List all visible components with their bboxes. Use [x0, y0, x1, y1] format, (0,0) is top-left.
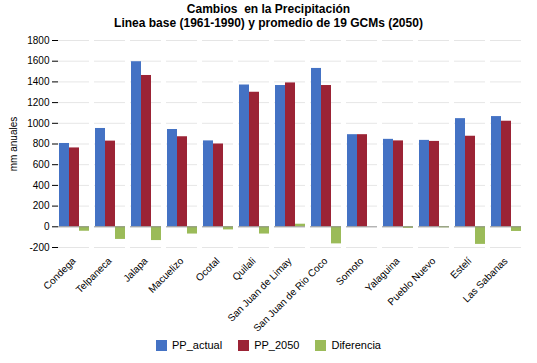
svg-text:400: 400 — [33, 180, 50, 191]
svg-text:1200: 1200 — [27, 97, 50, 108]
svg-text:-200: -200 — [29, 242, 49, 253]
html-text:Linea base (1961-1990) y prome: Linea base (1961-1990) y promedio de 19 … — [114, 16, 423, 30]
svg-text:Yalaguina: Yalaguina — [363, 255, 402, 294]
svg-text:Estelí: Estelí — [448, 255, 474, 281]
svg-text:Telpaneca: Telpaneca — [74, 255, 114, 295]
svg-text:mm anuales: mm anuales — [8, 117, 19, 171]
svg-text:Quilali: Quilali — [230, 255, 257, 282]
svg-text:1800: 1800 — [27, 35, 50, 46]
svg-text:San Juan de Rio Coco: San Juan de Rio Coco — [251, 255, 330, 334]
svg-text:1000: 1000 — [27, 118, 50, 129]
svg-text:Macuelizo: Macuelizo — [146, 255, 186, 295]
html-text:Cambios en la Precipitación: Cambios en la Precipitación — [186, 2, 351, 16]
svg-text:0: 0 — [44, 221, 50, 232]
svg-text:Las Sabanas: Las Sabanas — [461, 255, 510, 304]
svg-text:1600: 1600 — [27, 55, 50, 66]
svg-text:1400: 1400 — [27, 76, 50, 87]
html-text:Diferencia: Diferencia — [331, 339, 381, 351]
svg-text:Jalapa: Jalapa — [121, 255, 150, 284]
svg-text:Pueblo Nuevo: Pueblo Nuevo — [385, 255, 438, 308]
html-text:PP_2050: PP_2050 — [254, 339, 300, 351]
svg-text:Condega: Condega — [41, 255, 78, 292]
svg-text:Ocotal: Ocotal — [193, 255, 221, 283]
svg-text:800: 800 — [33, 138, 50, 149]
svg-text:Somoto: Somoto — [334, 255, 366, 287]
svg-text:San Juan de Limay: San Juan de Limay — [225, 255, 293, 323]
html-text:PP_actual: PP_actual — [172, 339, 223, 351]
svg-text:200: 200 — [33, 200, 50, 211]
svg-text:600: 600 — [33, 159, 50, 170]
